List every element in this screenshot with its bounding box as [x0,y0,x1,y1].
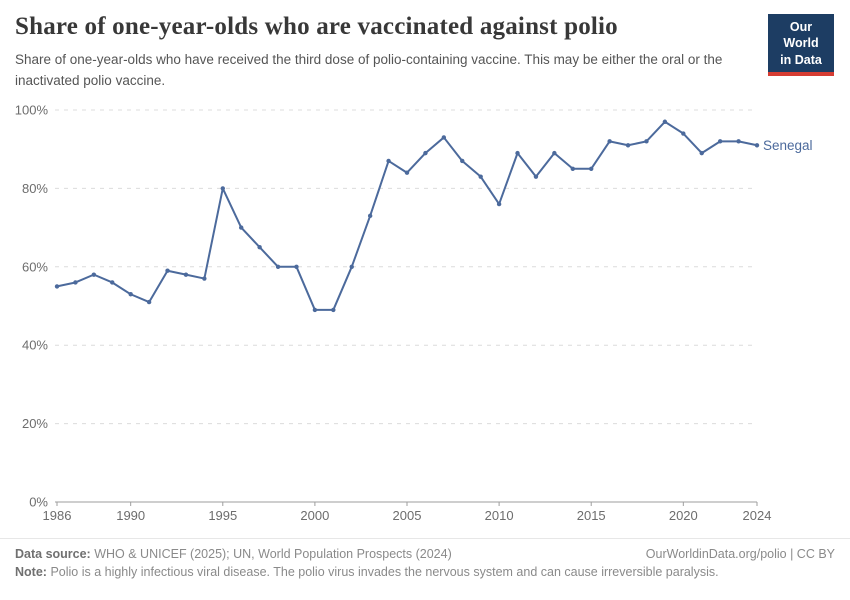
y-tick-label: 60% [22,259,48,274]
data-source-text: WHO & UNICEF (2025); UN, World Populatio… [94,547,452,561]
data-point[interactable] [110,280,115,285]
y-tick-label: 20% [22,416,48,431]
data-point[interactable] [589,166,594,171]
data-point[interactable] [515,150,520,156]
note-label: Note: [15,565,47,579]
series-line-senegal[interactable] [56,120,758,311]
data-point[interactable] [146,299,152,305]
x-tick-label: 2020 [669,508,698,523]
note-line: Note: Polio is a highly infectious viral… [0,561,850,579]
x-tick-label: 1990 [116,508,145,523]
owid-logo[interactable]: Our World in Data [768,14,834,76]
series-label-senegal[interactable]: Senegal [763,138,813,153]
x-tick-label: 2000 [300,508,329,523]
x-tick-label: 2024 [743,508,772,523]
data-point[interactable] [496,201,502,207]
y-tick-label: 100% [15,103,49,118]
y-tick-label: 40% [22,338,48,353]
chart-subtitle: Share of one-year-olds who have received… [15,52,723,88]
data-point[interactable] [367,213,373,219]
data-point[interactable] [165,268,170,273]
data-point[interactable] [441,135,447,140]
y-tick-label: 0% [29,495,48,510]
data-point[interactable] [331,307,336,313]
line-chart[interactable]: 0% 20% 40% 60% 80% 100% 1986 1990 1995 2000 2005 20… [0,95,850,538]
data-point[interactable] [625,143,631,148]
data-point[interactable] [128,292,133,297]
data-point[interactable] [736,139,741,144]
x-tick-label: 1995 [208,508,237,523]
data-point[interactable] [349,264,354,269]
data-point[interactable] [275,264,281,269]
data-point[interactable] [699,150,704,156]
data-point[interactable] [754,143,760,148]
data-point[interactable] [220,186,225,191]
owid-logo-line2: in Data [780,52,822,67]
data-point[interactable] [239,225,244,230]
data-point[interactable] [386,158,391,164]
data-point[interactable] [478,174,483,179]
data-point[interactable] [423,150,428,156]
x-tick-label: 2010 [485,508,514,523]
data-point[interactable] [644,139,649,144]
data-point[interactable] [91,272,97,277]
data-point[interactable] [533,174,539,179]
data-source-line: Data source: WHO & UNICEF (2025); UN, Wo… [15,547,452,561]
page-title: Share of one-year-olds who are vaccinate… [15,13,618,40]
data-point[interactable] [73,280,78,285]
license-link[interactable]: OurWorldinData.org/polio | CC BY [645,547,835,561]
y-tick-label: 80% [22,181,48,196]
data-point[interactable] [183,272,189,277]
data-point[interactable] [662,119,668,124]
data-point[interactable] [54,284,60,289]
x-tick-label: 2005 [393,508,422,523]
chart-footer: Data source: WHO & UNICEF (2025); UN, Wo… [0,538,850,579]
data-point[interactable] [717,139,723,144]
data-point[interactable] [257,245,262,250]
data-point[interactable] [202,276,207,281]
data-point[interactable] [552,150,557,156]
x-tick-label: 2015 [577,508,606,523]
data-point[interactable] [607,139,612,144]
data-point[interactable] [404,170,410,175]
x-tick-label: 1986 [43,508,72,523]
owid-logo-line1: Our World [783,20,819,51]
data-point[interactable] [570,166,575,171]
data-point[interactable] [312,307,318,313]
data-source-label: Data source: [15,547,91,561]
data-point[interactable] [294,264,299,269]
data-point[interactable] [681,131,686,136]
data-point[interactable] [460,158,465,164]
note-text: Polio is a highly infectious viral disea… [50,565,719,579]
